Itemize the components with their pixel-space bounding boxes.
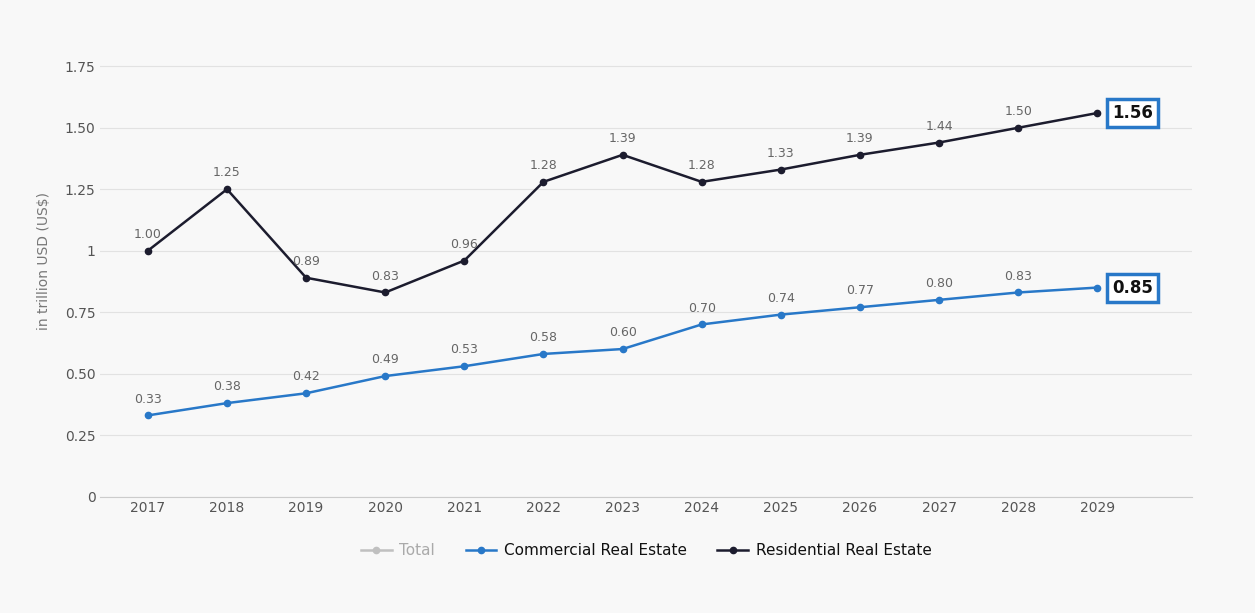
Text: 0.80: 0.80 [925,277,953,290]
Residential Real Estate [615,151,630,159]
Residential Real Estate [220,186,235,193]
Residential Real Estate [1089,109,1104,116]
Text: 1.25: 1.25 [213,166,241,180]
Residential Real Estate [773,166,788,173]
Text: 0.85: 0.85 [1112,278,1153,297]
Commercial Real Estate [615,345,630,352]
Residential Real Estate [852,151,867,159]
Text: 1.28: 1.28 [688,159,715,172]
Text: 0.60: 0.60 [609,326,636,339]
Residential Real Estate [378,289,393,296]
Residential Real Estate [1010,124,1025,131]
Text: 1.56: 1.56 [1112,104,1153,122]
Y-axis label: in trillion USD (US$): in trillion USD (US$) [36,191,51,330]
Line: Residential Real Estate: Residential Real Estate [144,110,1101,295]
Text: 0.33: 0.33 [134,392,162,406]
Line: Commercial Real Estate: Commercial Real Estate [144,284,1101,419]
Commercial Real Estate [378,372,393,379]
Commercial Real Estate [299,390,314,397]
Commercial Real Estate [931,296,946,303]
Text: 1.28: 1.28 [530,159,557,172]
Commercial Real Estate [1010,289,1025,296]
Text: 0.83: 0.83 [1004,270,1032,283]
Residential Real Estate [931,139,946,146]
Commercial Real Estate [1089,284,1104,291]
Residential Real Estate [694,178,709,186]
Commercial Real Estate [773,311,788,318]
Residential Real Estate [299,274,314,281]
Residential Real Estate [141,247,156,254]
Commercial Real Estate [457,362,472,370]
Commercial Real Estate [694,321,709,328]
Text: 1.39: 1.39 [609,132,636,145]
Commercial Real Estate [852,303,867,311]
Text: 0.70: 0.70 [688,302,715,314]
Text: 0.42: 0.42 [292,370,320,384]
Residential Real Estate [457,257,472,264]
Text: 0.77: 0.77 [846,284,873,297]
Text: 0.58: 0.58 [530,331,557,344]
Text: 1.39: 1.39 [846,132,873,145]
Text: 0.96: 0.96 [451,238,478,251]
Text: 0.49: 0.49 [371,353,399,366]
Legend: Total, Commercial Real Estate, Residential Real Estate: Total, Commercial Real Estate, Residenti… [355,537,937,565]
Text: 0.38: 0.38 [213,380,241,394]
Commercial Real Estate [220,400,235,407]
Text: 0.74: 0.74 [767,292,794,305]
Residential Real Estate [536,178,551,186]
Text: 0.53: 0.53 [451,343,478,356]
Commercial Real Estate [536,350,551,357]
Text: 1.33: 1.33 [767,147,794,160]
Text: 1.50: 1.50 [1004,105,1032,118]
Text: 0.89: 0.89 [292,255,320,268]
Text: 0.83: 0.83 [371,270,399,283]
Text: 1.00: 1.00 [134,228,162,241]
Text: 1.44: 1.44 [925,120,953,132]
Commercial Real Estate [141,412,156,419]
